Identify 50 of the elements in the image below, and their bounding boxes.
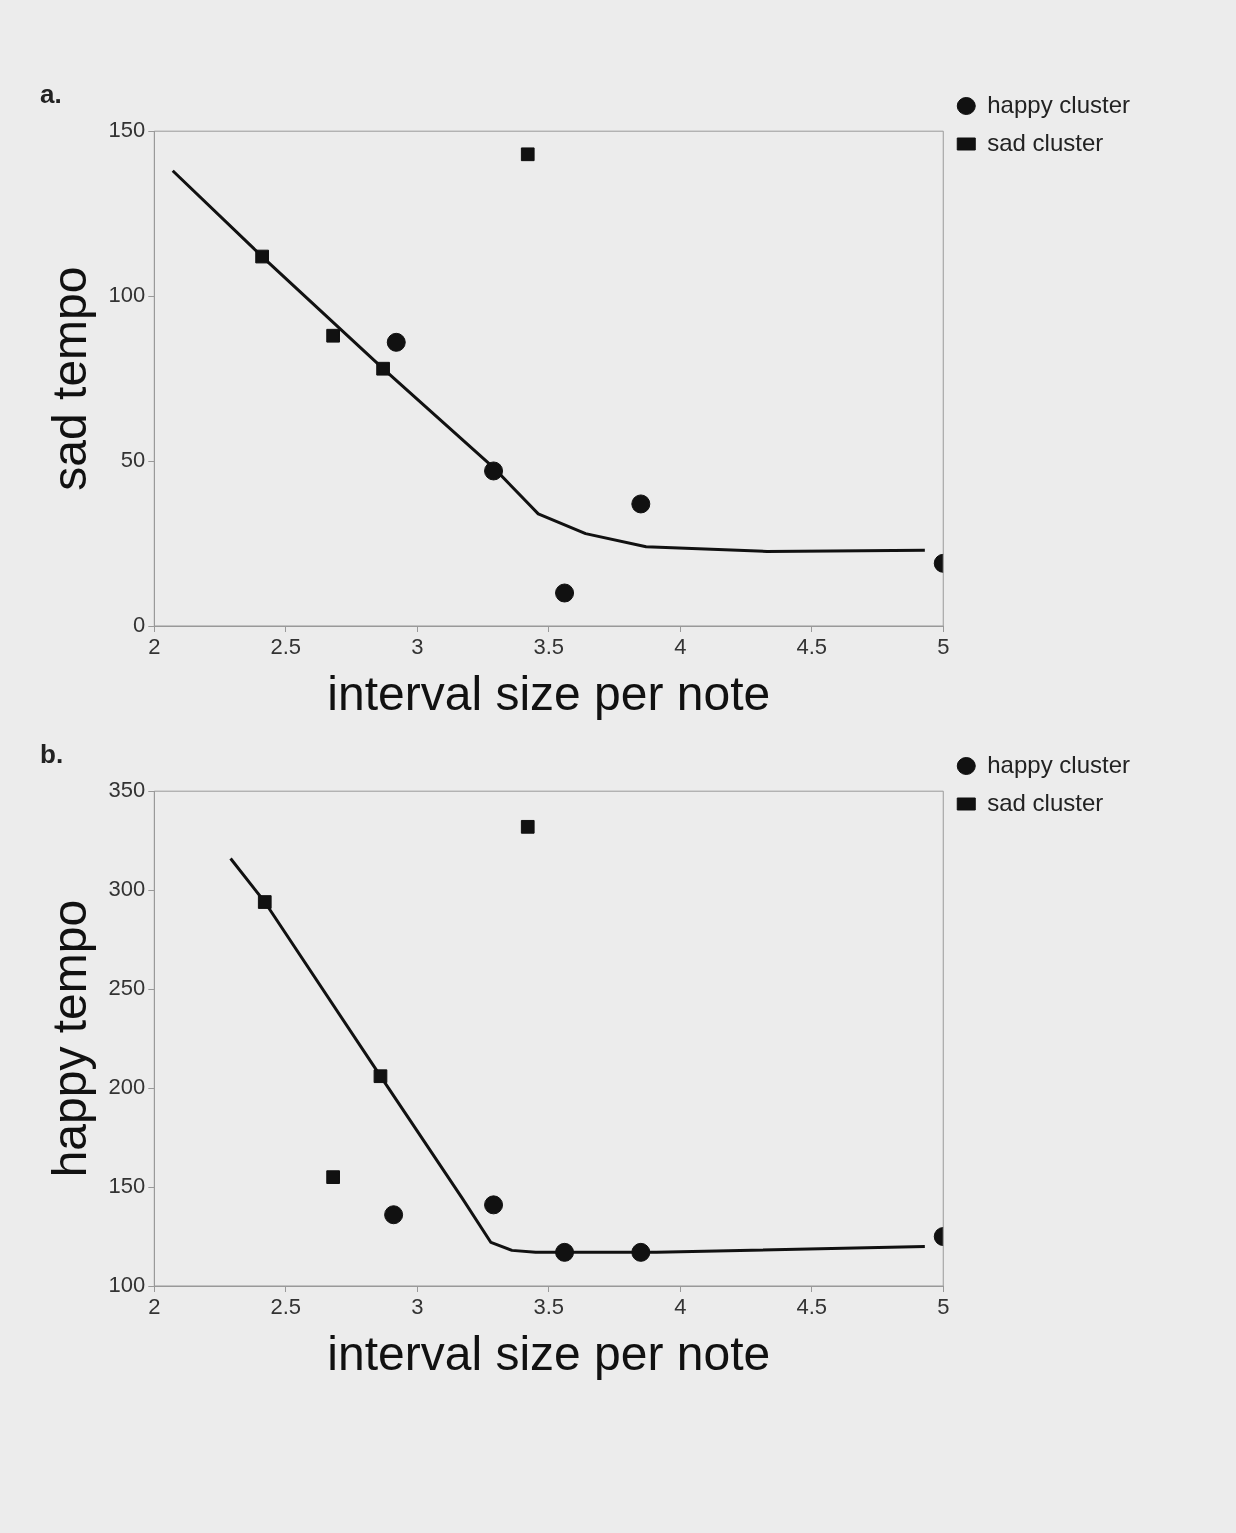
x-tick-label: 5 (937, 1294, 950, 1320)
y-tick-label: 150 (108, 117, 146, 143)
y-tick-label: 200 (108, 1074, 146, 1100)
x-tick-label: 3 (411, 1294, 424, 1320)
y-tick-label: 350 (108, 777, 146, 803)
y-tick-label: 100 (108, 1272, 146, 1298)
x-tick-label: 4.5 (796, 634, 828, 660)
x-tick-label: 3.5 (533, 634, 565, 660)
point (631, 494, 651, 514)
x-axis-title: interval size per note (327, 667, 771, 721)
x-tick-label: 2.5 (270, 634, 302, 660)
y-tick-label: 0 (133, 612, 146, 638)
point (326, 1170, 340, 1185)
legend-label: sad cluster (987, 788, 1104, 816)
x-tick-label: 5 (937, 634, 950, 660)
x-tick-label: 4 (674, 634, 687, 660)
x-tick-label: 4.5 (796, 1294, 828, 1320)
point (384, 1205, 404, 1225)
point (520, 819, 535, 834)
point (484, 1195, 504, 1215)
legend-label: happy cluster (987, 750, 1131, 778)
x-tick-label: 2 (148, 1294, 161, 1320)
x-tick-label: 2.5 (270, 1294, 302, 1320)
point (484, 461, 504, 481)
point (255, 249, 269, 264)
y-axis-title: sad tempo (43, 266, 97, 491)
y-tick-label: 150 (108, 1173, 146, 1199)
x-tick-label: 2 (148, 634, 161, 660)
y-tick-label: 250 (108, 975, 146, 1001)
point (555, 583, 575, 603)
point (555, 1242, 575, 1262)
x-axis-title: interval size per note (327, 1327, 771, 1381)
chart-title: b. (40, 738, 64, 769)
legend-label: sad cluster (987, 128, 1104, 156)
y-tick-label: 300 (108, 876, 146, 902)
point (520, 147, 535, 162)
point (373, 1069, 388, 1084)
x-tick-label: 3.5 (533, 1294, 565, 1320)
point (631, 1242, 651, 1262)
y-axis-title: happy tempo (43, 899, 97, 1178)
point (386, 332, 406, 352)
chart-title: a. (40, 78, 62, 109)
x-tick-label: 4 (674, 1294, 687, 1320)
x-tick-label: 3 (411, 634, 424, 660)
point (326, 328, 340, 343)
point (376, 361, 390, 376)
legend-label: happy cluster (987, 90, 1131, 118)
y-tick-label: 100 (108, 282, 146, 308)
point (257, 895, 272, 909)
y-tick-label: 50 (120, 447, 146, 473)
